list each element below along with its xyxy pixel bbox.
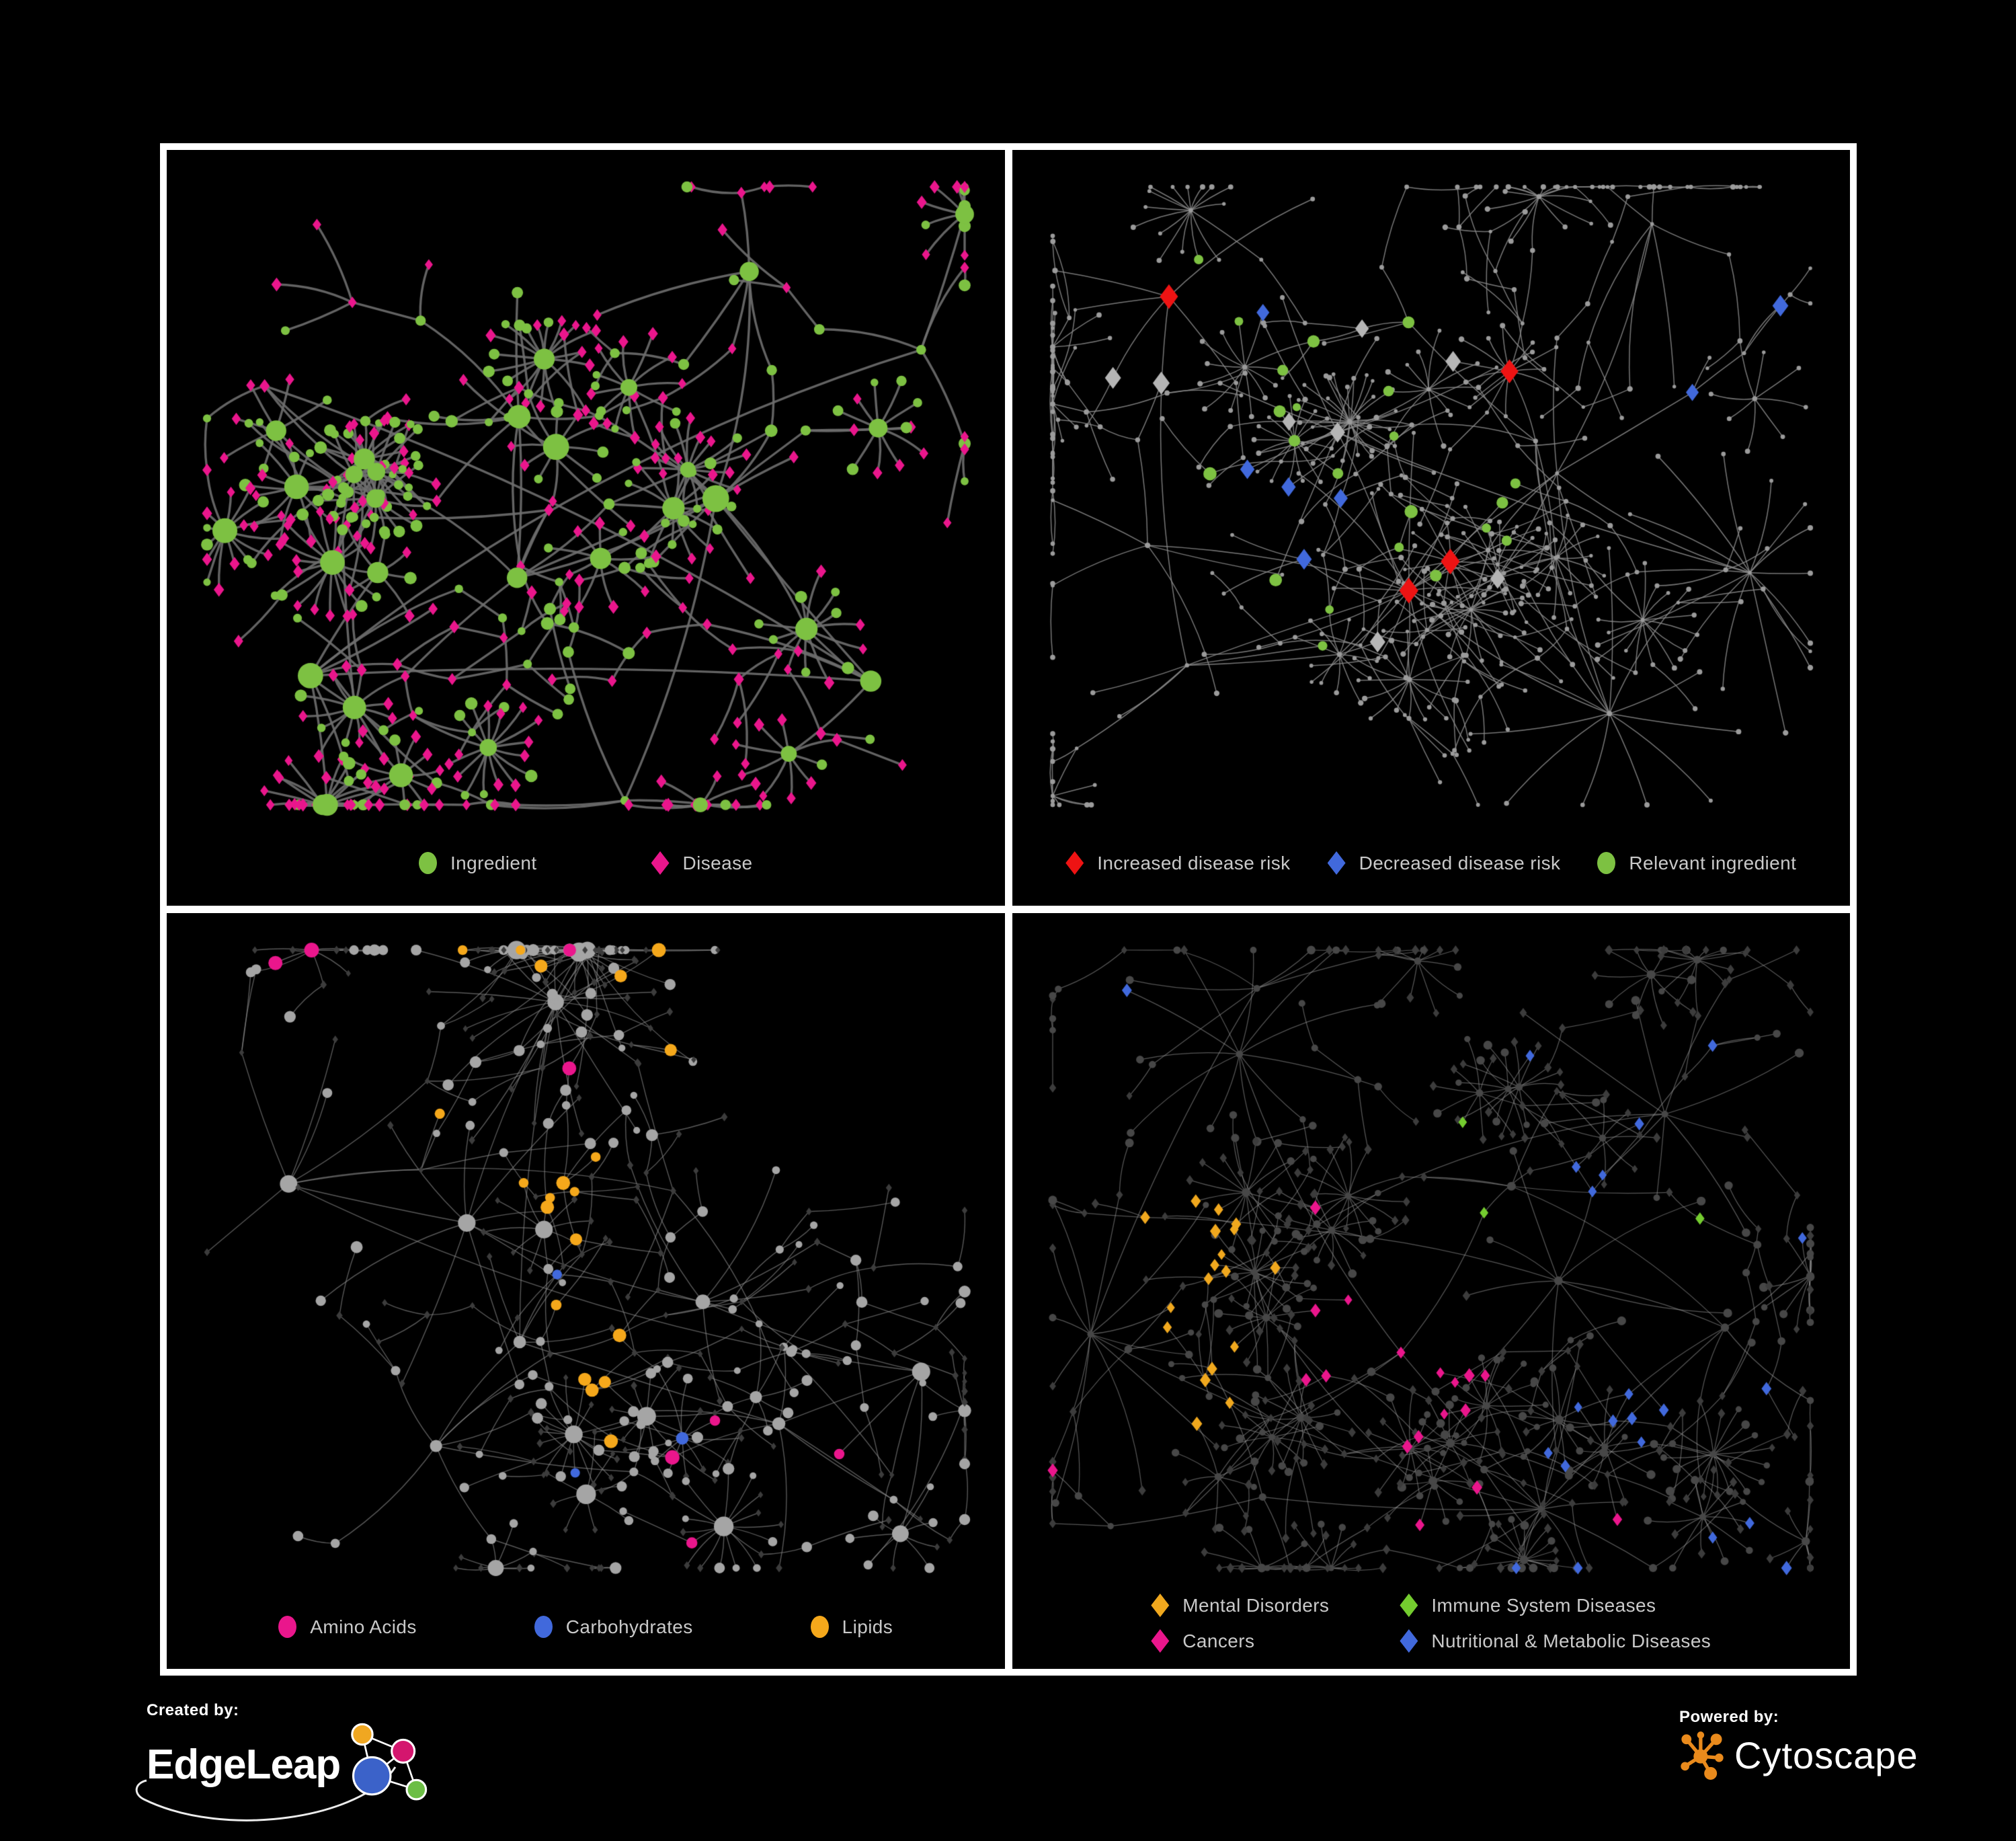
- network-graph-disease-classes: [1012, 913, 1850, 1669]
- cytoscape-wordmark: Cytoscape: [1734, 1733, 1919, 1776]
- legend-label-immune-diseases: Immune System Diseases: [1431, 1594, 1656, 1616]
- powered-by-label: Powered by:: [1679, 1708, 1779, 1726]
- legend-label-lipids: Lipids: [842, 1616, 893, 1637]
- network-graph-ingredient-classes: [167, 913, 1005, 1669]
- mental-disorders-swatch-icon: [1151, 1594, 1170, 1617]
- legend-label-metabolic-diseases: Nutritional & Metabolic Diseases: [1431, 1630, 1711, 1651]
- amino-acids-swatch-icon: [278, 1616, 297, 1638]
- legend-disease-classes: Mental Disorders Immune System Diseases …: [1151, 1594, 1711, 1653]
- legend-item-amino-acids: Amino Acids: [278, 1616, 416, 1638]
- figure-grid: Ingredient Disease Increased disease ris…: [160, 143, 1857, 1676]
- panel-ingredient-disease: Ingredient Disease: [167, 150, 1005, 906]
- created-by-label: Created by:: [147, 1701, 239, 1719]
- carbohydrates-swatch-icon: [534, 1616, 553, 1638]
- decreased-risk-swatch-icon: [1327, 851, 1346, 875]
- legend-item-disease: Disease: [651, 851, 753, 875]
- legend-label-ingredient: Ingredient: [450, 852, 537, 873]
- edgeleap-credit: Created by: EdgeLeap: [135, 1701, 436, 1822]
- network-graph-disease-risk: [1012, 150, 1850, 906]
- legend-item-increased-risk: Increased disease risk: [1065, 851, 1290, 875]
- cytoscape-brand-row: Cytoscape: [1679, 1729, 1919, 1780]
- legend-item-lipids: Lipids: [810, 1616, 893, 1638]
- legend-label-disease: Disease: [682, 852, 753, 873]
- cytoscape-credit: Powered by:: [1679, 1708, 1919, 1780]
- lipids-swatch-icon: [810, 1616, 829, 1638]
- cancers-swatch-icon: [1151, 1629, 1170, 1653]
- ingredient-swatch-icon: [418, 852, 437, 874]
- metabolic-diseases-swatch-icon: [1400, 1629, 1418, 1653]
- legend-disease-risk: Increased disease risk Decreased disease…: [1012, 851, 1851, 875]
- legend-item-mental-disorders: Mental Disorders: [1151, 1594, 1329, 1617]
- disease-swatch-icon: [651, 851, 670, 875]
- legend-label-amino-acids: Amino Acids: [310, 1616, 417, 1637]
- footer: Created by: EdgeLeap Powere: [0, 1676, 2016, 1822]
- legend-item-relevant-ingredient: Relevant ingredient: [1597, 852, 1796, 874]
- edgeleap-brand-row: EdgeLeap: [135, 1720, 436, 1822]
- legend-item-carbohydrates: Carbohydrates: [534, 1616, 693, 1638]
- legend-label-relevant-ingredient: Relevant ingredient: [1629, 852, 1797, 873]
- legend-label-mental-disorders: Mental Disorders: [1182, 1594, 1330, 1616]
- cytoscape-logo-icon: [1681, 1731, 1724, 1780]
- legend-label-carbohydrates: Carbohydrates: [565, 1616, 693, 1637]
- panel-disease-risk: Increased disease risk Decreased disease…: [1012, 150, 1851, 906]
- legend-item-ingredient: Ingredient: [418, 852, 537, 874]
- legend-item-decreased-risk: Decreased disease risk: [1327, 851, 1561, 875]
- panel-disease-classes: Mental Disorders Immune System Diseases …: [1012, 913, 1850, 1669]
- panel-ingredient-classes: Amino Acids Carbohydrates Lipids: [167, 913, 1005, 1669]
- legend-label-decreased-risk: Decreased disease risk: [1359, 852, 1561, 873]
- edgeleap-wordmark: EdgeLeap: [147, 1741, 341, 1789]
- edgeleap-swoosh: [135, 1766, 397, 1822]
- legend-item-immune-diseases: Immune System Diseases: [1400, 1594, 1711, 1617]
- legend-item-metabolic-diseases: Nutritional & Metabolic Diseases: [1400, 1629, 1711, 1653]
- relevant-ingredient-swatch-icon: [1597, 852, 1616, 874]
- legend-item-cancers: Cancers: [1151, 1629, 1329, 1653]
- immune-diseases-swatch-icon: [1400, 1594, 1418, 1617]
- increased-risk-swatch-icon: [1065, 851, 1084, 875]
- legend-label-cancers: Cancers: [1182, 1630, 1255, 1651]
- network-graph-ingredient-disease: [167, 150, 1005, 906]
- legend-label-increased-risk: Increased disease risk: [1097, 852, 1291, 873]
- legend-ingredient-classes: Amino Acids Carbohydrates Lipids: [167, 1616, 1005, 1638]
- edgeleap-logo-icon: [351, 1723, 428, 1801]
- legend-ingredient-disease: Ingredient Disease: [167, 851, 1005, 875]
